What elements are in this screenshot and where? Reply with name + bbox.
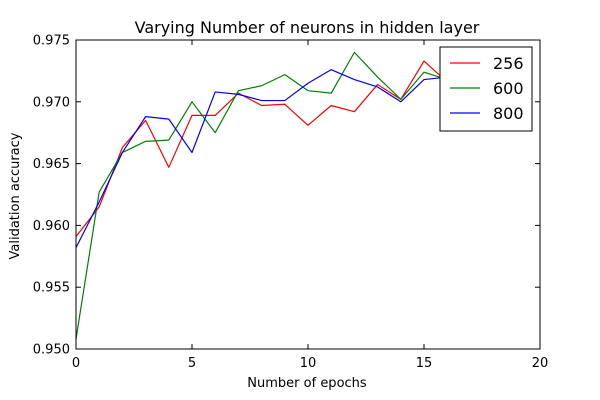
y-tick-label: 0.975 xyxy=(33,34,70,49)
chart-title: Varying Number of neurons in hidden laye… xyxy=(135,18,480,37)
series-line-800 xyxy=(75,69,448,248)
x-tick-label: 0 xyxy=(72,356,80,371)
y-tick-label: 0.955 xyxy=(33,281,70,296)
series-line-600 xyxy=(75,51,448,340)
legend: 256 600 800 xyxy=(439,46,533,132)
legend-label: 600 xyxy=(493,79,524,98)
y-tick-label: 0.970 xyxy=(33,95,70,110)
legend-label: 256 xyxy=(493,54,524,73)
y-tick-label: 0.965 xyxy=(33,157,70,172)
series-line-256 xyxy=(75,60,448,237)
y-tick-label: 0.950 xyxy=(33,343,70,358)
x-tick-label: 15 xyxy=(416,356,433,371)
x-tick-label: 10 xyxy=(300,356,317,371)
series-layer xyxy=(75,51,448,340)
x-tick-label: 20 xyxy=(532,356,549,371)
y-axis-label: Validation accuracy xyxy=(8,132,23,259)
x-axis-label: Number of epochs xyxy=(247,376,367,391)
legend-box xyxy=(439,46,533,132)
y-tick-label: 0.960 xyxy=(33,219,70,234)
x-tick-label: 5 xyxy=(188,356,196,371)
legend-label: 800 xyxy=(493,104,524,123)
axes-layer: 0 5 10 15 20 0.950 0.955 0.960 0.965 0.970 0.975 xyxy=(33,34,548,372)
